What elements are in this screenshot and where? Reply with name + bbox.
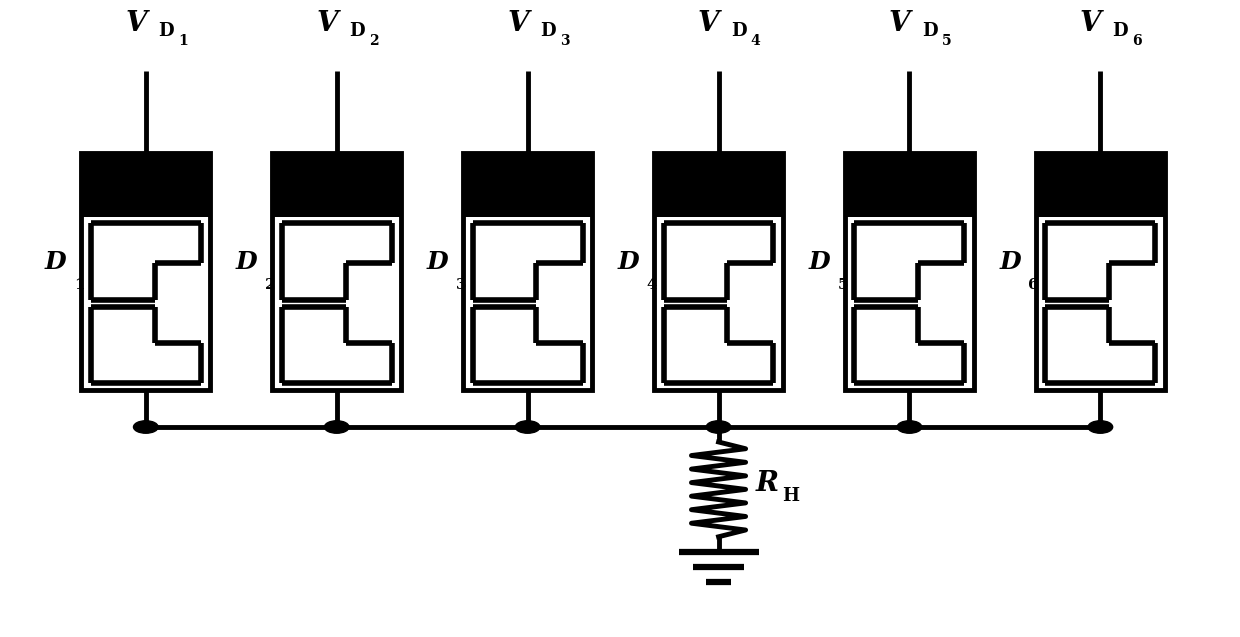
Text: 2: 2 — [264, 278, 275, 292]
Text: V: V — [698, 10, 719, 37]
Text: D: D — [159, 22, 174, 40]
Text: 2: 2 — [368, 34, 378, 48]
Circle shape — [1087, 421, 1112, 433]
Bar — [81, 152, 211, 390]
Text: D: D — [618, 250, 639, 274]
Text: V: V — [316, 10, 337, 37]
Bar — [844, 152, 975, 390]
Text: D: D — [730, 22, 746, 40]
Text: V: V — [507, 10, 528, 37]
Text: 6: 6 — [1028, 278, 1039, 292]
Bar — [653, 152, 784, 217]
Text: V: V — [125, 10, 146, 37]
Text: 3: 3 — [455, 278, 466, 292]
Text: D: D — [999, 250, 1021, 274]
Text: D: D — [808, 250, 830, 274]
Bar — [653, 152, 784, 390]
Bar — [272, 152, 402, 390]
Text: 1: 1 — [73, 278, 84, 292]
Text: H: H — [782, 487, 800, 505]
Text: 3: 3 — [559, 34, 569, 48]
Circle shape — [516, 421, 539, 433]
Text: R: R — [755, 469, 779, 497]
Text: D: D — [348, 22, 365, 40]
Text: 4: 4 — [646, 278, 657, 292]
Bar — [81, 152, 211, 217]
Bar — [844, 152, 975, 217]
Bar — [1035, 152, 1166, 390]
Text: D: D — [1112, 22, 1128, 40]
Text: 5: 5 — [837, 278, 848, 292]
Bar — [1035, 152, 1166, 217]
Circle shape — [134, 421, 159, 433]
Bar — [272, 152, 402, 217]
Text: 6: 6 — [1132, 34, 1142, 48]
Text: 4: 4 — [750, 34, 760, 48]
Text: 5: 5 — [941, 34, 951, 48]
Text: D: D — [539, 22, 556, 40]
Circle shape — [897, 421, 921, 433]
Text: V: V — [1080, 10, 1101, 37]
Bar — [463, 152, 593, 217]
Text: V: V — [889, 10, 910, 37]
Text: 1: 1 — [177, 34, 187, 48]
Text: D: D — [236, 250, 257, 274]
Text: D: D — [427, 250, 448, 274]
Text: D: D — [45, 250, 67, 274]
Circle shape — [707, 421, 730, 433]
Bar — [463, 152, 593, 390]
Text: D: D — [921, 22, 937, 40]
Circle shape — [325, 421, 348, 433]
